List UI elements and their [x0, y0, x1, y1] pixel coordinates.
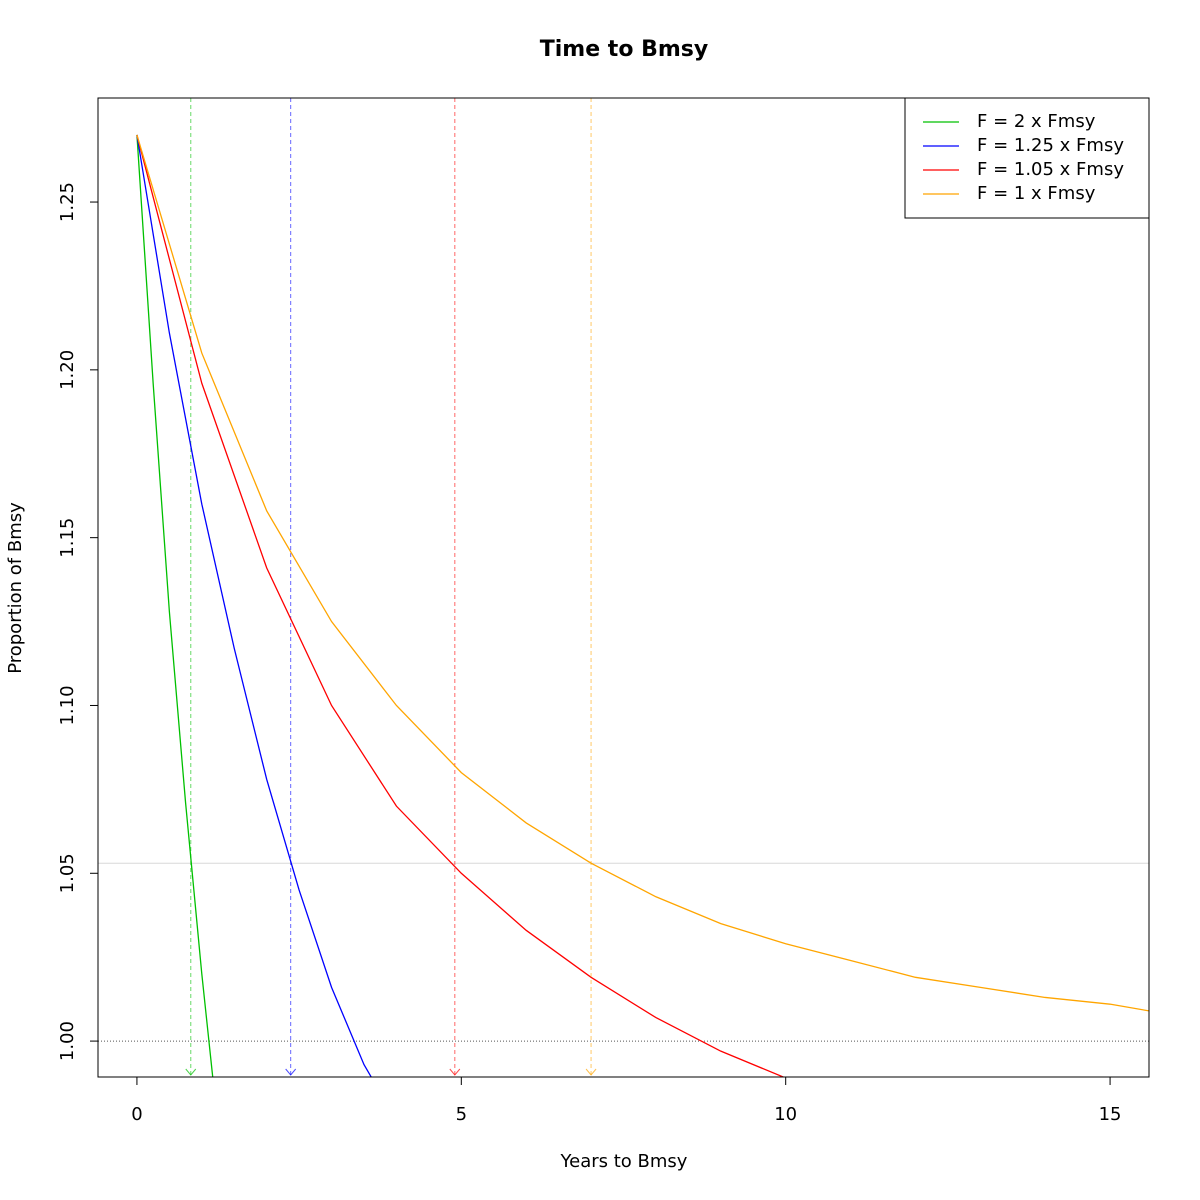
time-to-target-arrow	[585, 1068, 597, 1076]
legend-label: F = 1 x Fmsy	[977, 183, 1096, 204]
legend-label: F = 1.05 x Fmsy	[977, 159, 1124, 180]
y-tick-label: 1.25	[57, 182, 78, 222]
y-tick-label: 1.10	[57, 685, 78, 725]
series-line	[136, 134, 785, 1077]
y-tick-label: 1.15	[57, 518, 78, 558]
x-tick-label: 10	[774, 1104, 797, 1125]
y-tick-label: 1.05	[57, 853, 78, 893]
x-tick-label: 0	[131, 1104, 142, 1125]
y-axis-label: Proportion of Bmsy	[5, 502, 26, 674]
x-tick-label: 15	[1099, 1104, 1122, 1125]
chart-title: Time to Bmsy	[540, 37, 708, 62]
x-axis-label: Years to Bmsy	[560, 1151, 688, 1172]
series-line	[136, 134, 1149, 1012]
series-line	[136, 134, 372, 1077]
plot-frame	[97, 97, 1150, 1078]
x-tick-label: 5	[456, 1104, 467, 1125]
y-tick-label: 1.00	[57, 1021, 78, 1061]
time-to-target-arrow	[185, 1068, 197, 1076]
legend-label: F = 2 x Fmsy	[977, 111, 1096, 132]
legend-box	[904, 97, 1150, 219]
time-to-target-arrow	[449, 1068, 461, 1076]
time-to-target-arrow	[285, 1068, 297, 1076]
legend-label: F = 1.25 x Fmsy	[977, 135, 1124, 156]
series-line	[136, 134, 214, 1077]
y-tick-label: 1.20	[57, 350, 78, 390]
